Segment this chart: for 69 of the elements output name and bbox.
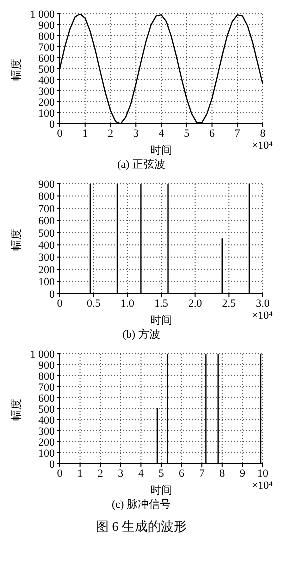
x-tick-label: 6 (210, 128, 216, 140)
x-tick-label: 4 (138, 468, 144, 480)
y-tick-label: 0 (50, 458, 56, 471)
y-axis-title: 幅度 (10, 228, 24, 253)
x-tick-label: 2 (98, 468, 104, 480)
x-tick-label: 3 (133, 128, 140, 140)
y-tick-label: 600 (38, 392, 56, 405)
text: ×10⁴ (252, 310, 273, 322)
y-tick-label: 800 (38, 30, 56, 43)
x-axis-title: 时间 (150, 485, 172, 497)
x-tick-label: 5 (184, 128, 190, 140)
x-tick-label: 8 (220, 468, 226, 480)
y-tick-label: 500 (38, 228, 56, 240)
y-tick-label: 0 (50, 288, 56, 301)
x-tick-label: 2.5 (222, 298, 237, 310)
x-tick-label: 1.0 (120, 298, 136, 310)
y-tick-label: 100 (38, 276, 56, 289)
y-tick-label: 400 (38, 240, 56, 252)
x-tick-label: 1.5 (154, 298, 169, 310)
x-tick-label: 0.5 (86, 298, 102, 310)
x-tick-label: 3.0 (256, 298, 270, 310)
y-tick-label: 500 (38, 404, 56, 416)
y-tick-label: 300 (38, 86, 56, 98)
y-tick-label: 600 (38, 216, 56, 228)
y-tick-label: 200 (38, 96, 56, 109)
y-tick-label: 200 (38, 264, 56, 276)
x-tick-label: 1 (82, 128, 88, 140)
x-tick-label: 10 (258, 468, 269, 480)
x-tick-label: 1 (78, 468, 84, 480)
y-tick-label: 400 (38, 74, 56, 87)
y-tick-label: 200 (38, 436, 56, 449)
x-axis-title: 时间 (150, 315, 172, 327)
y-tick-label: 100 (38, 108, 56, 120)
y-tick-label: 600 (38, 52, 56, 65)
x-tick-label: 4 (158, 128, 165, 140)
y-tick-label: 700 (38, 42, 56, 54)
y-axis-title: 幅度 (10, 58, 24, 83)
y-tick-label: 1 000 (30, 348, 56, 361)
y-tick-label: 300 (38, 426, 56, 438)
y-tick-label: 400 (38, 414, 56, 427)
x-tick-label: 7 (234, 128, 241, 140)
x-axis-title: 时间 (150, 145, 172, 157)
y-tick-label: 800 (38, 370, 56, 383)
text: (b) 方波 (122, 328, 162, 342)
x-tick-label: 8 (260, 128, 266, 140)
x-tick-label: 2 (108, 128, 114, 140)
text: (a) 正弦波 (116, 158, 166, 172)
x-tick-label: 7 (199, 468, 206, 480)
y-axis-title: 幅度 (10, 398, 24, 423)
y-tick-label: 900 (38, 20, 56, 32)
x-tick-label: 9 (240, 468, 246, 480)
x-tick-label: 5 (158, 468, 165, 480)
x-tick-label: 6 (179, 468, 186, 480)
y-tick-label: 500 (38, 64, 56, 76)
x-tick-label: 3 (118, 468, 124, 480)
y-tick-label: 1 000 (30, 8, 56, 21)
y-tick-label: 700 (38, 382, 56, 394)
y-tick-label: 100 (38, 448, 56, 460)
y-tick-label: 900 (38, 360, 56, 372)
y-tick-label: 700 (38, 203, 56, 216)
y-tick-label: 0 (50, 118, 56, 131)
caption: 图 6 生成的波形 (95, 518, 188, 536)
y-tick-label: 300 (38, 252, 56, 264)
y-tick-label: 800 (38, 191, 56, 204)
y-tick-label: 900 (38, 178, 56, 191)
text: (c) 脉冲信号 (111, 498, 172, 512)
text: ×10⁴ (252, 480, 273, 492)
text: ×10⁴ (252, 140, 273, 152)
x-tick-label: 2.0 (188, 298, 203, 310)
